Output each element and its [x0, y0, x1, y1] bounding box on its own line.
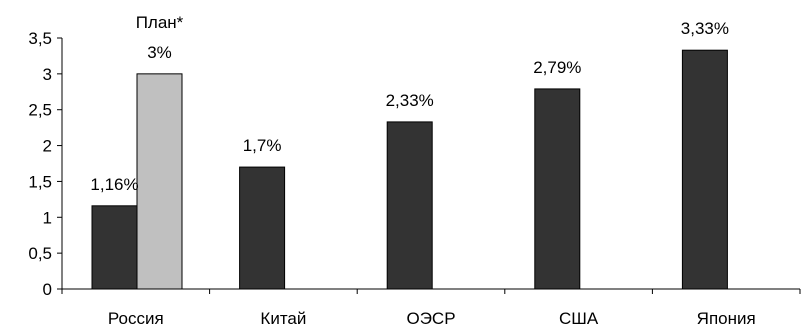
y-tick-label: 3,5 [28, 29, 52, 48]
bar [534, 88, 581, 290]
axes: 0 0,5 1 1,5 2 2,5 3 3,5 [28, 29, 801, 299]
data-label: 3% [147, 43, 172, 62]
bar [386, 121, 433, 290]
y-tick-label: 2 [43, 137, 52, 156]
data-label: 3,33% [681, 19, 729, 38]
labels: Россия Китай ОЭСР США Япония 1,16% 1,7% 2,33% 2,… [90, 13, 755, 328]
annotation-label: План* [136, 13, 184, 32]
x-category-label: Россия [108, 309, 164, 328]
y-tick-label: 1,5 [28, 172, 52, 191]
y-tick-label: 3 [43, 65, 52, 84]
data-label: 1,16% [90, 175, 138, 194]
y-tick-label: 0,5 [28, 244, 52, 263]
y-tick-label: 0 [43, 280, 52, 299]
bar [91, 205, 138, 290]
y-tick-label: 2,5 [28, 101, 52, 120]
x-category-label: США [559, 309, 599, 328]
bar [681, 49, 728, 290]
bars [91, 49, 728, 290]
plan-bar [136, 73, 183, 290]
x-category-label: ОЭСР [406, 309, 455, 328]
data-label: 2,33% [386, 91, 434, 110]
x-category-label: Китай [260, 309, 306, 328]
x-category-label: Япония [697, 309, 756, 328]
data-label: 1,7% [243, 136, 282, 155]
bar [239, 166, 286, 290]
y-tick-label: 1 [43, 208, 52, 227]
data-label: 2,79% [533, 58, 581, 77]
